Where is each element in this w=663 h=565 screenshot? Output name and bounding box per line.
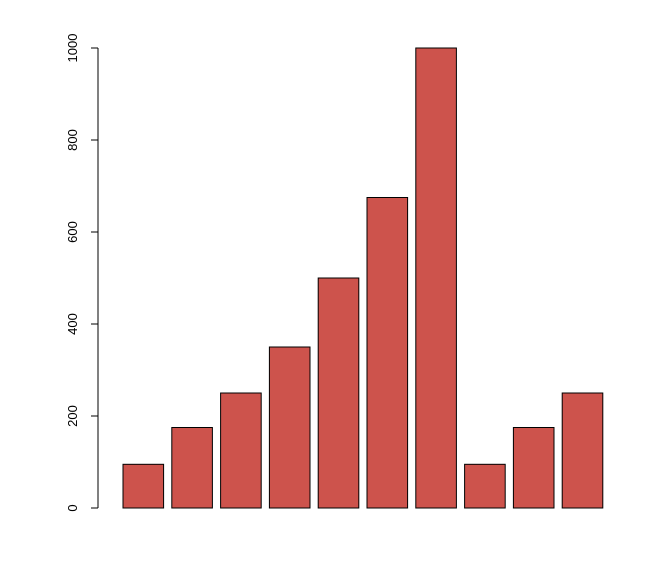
y-tick-label-1000: 1000 xyxy=(65,34,80,63)
bars xyxy=(122,47,604,509)
bar-3 xyxy=(220,392,262,509)
y-tick-label-200: 200 xyxy=(65,405,80,427)
bar-10 xyxy=(561,392,604,509)
bar-5 xyxy=(317,277,360,509)
bar-1 xyxy=(122,463,165,509)
y-tick-label-0: 0 xyxy=(65,504,80,511)
y-tick-label-800: 800 xyxy=(65,129,80,151)
bar-9 xyxy=(512,427,555,509)
y-axis: 0 200 400 600 800 1000 xyxy=(65,34,99,512)
bar-6 xyxy=(366,197,409,509)
bar-8 xyxy=(464,463,506,509)
y-tick-label-600: 600 xyxy=(65,221,80,243)
bar-2 xyxy=(171,427,213,509)
y-tick-label-400: 400 xyxy=(65,313,80,335)
bar-4 xyxy=(268,346,311,509)
bar-7 xyxy=(415,47,457,509)
